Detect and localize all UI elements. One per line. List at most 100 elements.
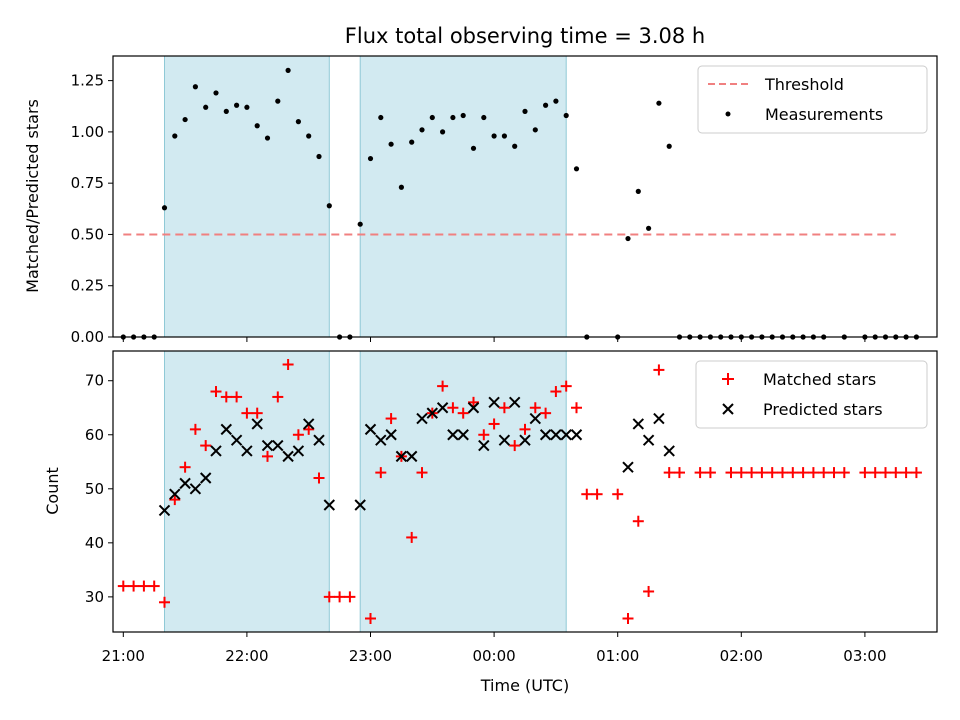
- predicted-star-marker: [313, 434, 325, 446]
- y-tick-label: 30: [85, 588, 104, 606]
- matched-star-marker: [550, 386, 562, 398]
- predicted-star-marker: [241, 445, 253, 457]
- matched-star-marker: [385, 413, 397, 425]
- predicted-star-marker: [179, 477, 191, 490]
- predicted-star-marker: [457, 429, 469, 441]
- legend-threshold-label: Threshold: [764, 75, 844, 94]
- matched-star-marker: [447, 402, 459, 414]
- measurement-point: [172, 133, 178, 139]
- matched-star-marker: [292, 429, 304, 441]
- count-y-label: Count: [43, 467, 62, 515]
- measurement-point: [532, 127, 538, 133]
- matched-star-marker: [251, 407, 263, 419]
- matched-star-marker: [674, 467, 685, 479]
- matched-star-marker: [746, 467, 758, 479]
- predicted-star-marker: [488, 396, 500, 409]
- matched-star-marker: [643, 585, 655, 597]
- shaded-interval: [359, 55, 567, 338]
- matched-legend-swatch: [722, 373, 734, 385]
- measurement-point: [192, 84, 198, 90]
- matched-star-marker: [591, 488, 603, 500]
- measurement-point: [388, 141, 394, 147]
- count-x-ticks: 21:00 22:00 23:00 00:00 01:00 02:00 03:00: [102, 632, 887, 665]
- predicted-star-marker: [210, 445, 222, 457]
- predicted-star-marker: [622, 461, 634, 473]
- y-tick-label: 70: [85, 372, 104, 390]
- measurement-point: [161, 205, 168, 211]
- matched-star-marker: [900, 467, 912, 479]
- y-tick-label: 50: [85, 480, 104, 498]
- predicted-star-marker: [653, 412, 665, 425]
- matched-star-marker: [210, 386, 222, 398]
- predicted-star-marker: [158, 504, 171, 517]
- matched-star-marker: [138, 580, 150, 592]
- predicted-star-marker: [426, 407, 439, 419]
- measurement-point: [419, 127, 425, 133]
- predicted-star-marker: [519, 434, 531, 446]
- predicted-stars-points: [158, 396, 675, 517]
- count-panel: 30 40 50 60 70 21:00 22:00 23:00 00:00 01:00 02:0…: [43, 350, 938, 695]
- matched-star-marker: [838, 467, 850, 479]
- measurement-point: [316, 153, 322, 160]
- measurement-point: [481, 114, 487, 121]
- x-tick-label: 00:00: [472, 647, 515, 665]
- matched-star-marker: [807, 467, 819, 479]
- measurement-point: [326, 203, 332, 209]
- matched-star-marker: [632, 515, 644, 527]
- matched-stars-points: [117, 359, 922, 624]
- predicted-star-marker: [375, 434, 387, 446]
- measurement-point: [666, 143, 672, 149]
- matched-star-marker: [272, 391, 284, 403]
- measurement-point: [264, 135, 271, 141]
- measurement-point: [625, 235, 631, 242]
- predicted-star-marker: [539, 429, 552, 441]
- matched-star-marker: [282, 359, 294, 371]
- count-legend: Matched stars Predicted stars: [695, 360, 928, 429]
- x-tick-label: 01:00: [596, 647, 639, 665]
- predicted-star-marker: [292, 445, 305, 457]
- predicted-star-marker: [189, 483, 202, 495]
- y-tick-label: 40: [85, 534, 104, 552]
- matched-star-marker: [220, 391, 232, 403]
- measurement-point: [501, 133, 507, 139]
- predicted-star-marker: [405, 450, 418, 463]
- y-tick-label: 0.00: [71, 328, 104, 346]
- matched-star-marker: [375, 467, 387, 479]
- x-tick-label: 03:00: [843, 647, 886, 665]
- predicted-star-marker: [478, 439, 490, 452]
- ratio-x-ticks: [122, 337, 866, 342]
- predicted-star-marker: [385, 429, 397, 441]
- shaded-interval: [164, 55, 330, 338]
- matched-star-marker: [735, 467, 747, 479]
- shaded-interval: [164, 350, 330, 633]
- measurement-point: [223, 108, 229, 114]
- matched-star-marker: [262, 450, 273, 462]
- matched-star-marker: [437, 380, 449, 392]
- matched-star-marker: [128, 580, 140, 592]
- predicted-star-marker: [323, 499, 336, 511]
- ratio-legend-box: [697, 65, 928, 134]
- count-legend-box: [695, 360, 928, 429]
- predicted-star-marker: [642, 434, 655, 446]
- x-tick-label: 23:00: [349, 647, 392, 665]
- matched-star-marker: [787, 467, 799, 479]
- matched-star-marker: [529, 402, 541, 414]
- predicted-star-marker: [220, 423, 233, 436]
- matched-star-marker: [704, 467, 716, 479]
- ratio-y-label: Matched/Predicted stars: [23, 99, 42, 293]
- measurement-point: [203, 104, 209, 110]
- predicted-star-marker: [302, 418, 315, 430]
- measurement-point: [512, 143, 518, 149]
- predicted-star-marker: [230, 434, 243, 446]
- matched-star-marker: [303, 423, 315, 435]
- measurement-point: [306, 133, 312, 139]
- count-y-ticks: 30 40 50 60 70: [85, 372, 113, 606]
- matched-star-marker: [694, 467, 706, 479]
- shaded-interval: [359, 350, 567, 633]
- y-tick-label: 0.75: [71, 174, 104, 192]
- predicted-star-marker: [354, 499, 366, 511]
- measurement-point: [285, 67, 291, 73]
- measurement-point: [357, 221, 363, 227]
- y-tick-label: 60: [85, 426, 104, 444]
